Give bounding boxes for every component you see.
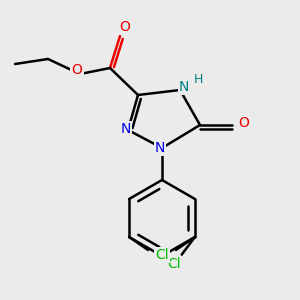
- Text: Cl: Cl: [155, 248, 169, 262]
- Text: O: O: [120, 20, 130, 34]
- Text: N: N: [155, 141, 165, 155]
- Text: O: O: [72, 63, 83, 77]
- Text: Cl: Cl: [168, 257, 181, 271]
- Text: O: O: [238, 116, 249, 130]
- Text: N: N: [179, 80, 189, 94]
- Text: Cl: Cl: [155, 248, 169, 262]
- Text: N: N: [121, 122, 131, 136]
- Text: H: H: [193, 74, 203, 86]
